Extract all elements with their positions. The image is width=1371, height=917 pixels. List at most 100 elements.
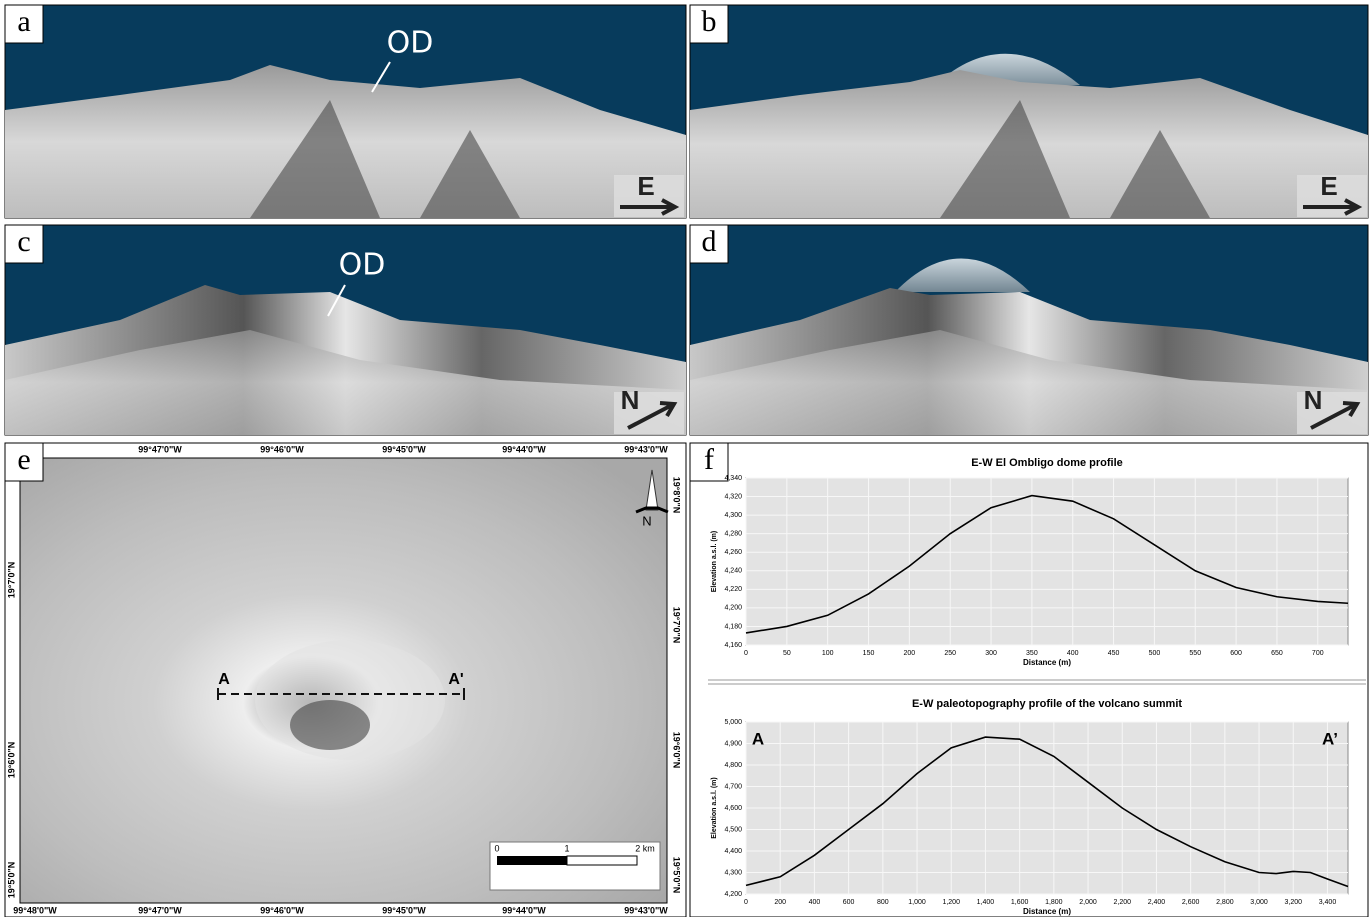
y-tick-label: 4,200 xyxy=(724,891,742,898)
y-tick-label: 4,800 xyxy=(724,762,742,769)
coord-label: 99°47'0"W xyxy=(138,905,182,915)
x-tick-label: 800 xyxy=(877,899,889,906)
scale-label: 2 km xyxy=(635,843,655,853)
panel-letter: d xyxy=(702,225,717,258)
coord-label: 99°43'0"W xyxy=(624,444,668,454)
y-tick-label: 4,300 xyxy=(724,512,742,519)
y-tick-label: 4,160 xyxy=(724,642,742,649)
x-tick-label: 0 xyxy=(744,650,748,657)
x-tick-label: 2,600 xyxy=(1182,899,1200,906)
y-tick-label: 4,600 xyxy=(724,805,742,812)
x-tick-label: 700 xyxy=(1312,650,1324,657)
x-tick-label: 600 xyxy=(843,899,855,906)
x-tick-label: 200 xyxy=(904,650,916,657)
coord-label: 19°6'0"N xyxy=(672,732,682,769)
panel-letter: f xyxy=(704,443,714,476)
y-tick-label: 4,200 xyxy=(724,605,742,612)
profile-label: A' xyxy=(448,671,463,688)
x-tick-label: 650 xyxy=(1271,650,1283,657)
x-axis-label: Distance (m) xyxy=(1023,907,1071,916)
y-tick-label: 5,000 xyxy=(724,719,742,726)
y-tick-label: 4,260 xyxy=(724,549,742,556)
x-tick-label: 100 xyxy=(822,650,834,657)
panel-b: b E xyxy=(690,5,1368,218)
annotation: A’ xyxy=(1322,729,1338,748)
panel-a: a OD E xyxy=(5,5,686,218)
x-tick-label: 600 xyxy=(1230,650,1242,657)
scale-label: 1 xyxy=(564,843,569,853)
y-tick-label: 4,180 xyxy=(724,623,742,630)
x-tick-label: 500 xyxy=(1149,650,1161,657)
od-label: OD xyxy=(387,26,434,61)
panel-d: d N xyxy=(690,225,1368,435)
x-tick-label: 150 xyxy=(863,650,875,657)
coord-label: 99°46'0"W xyxy=(260,444,304,454)
y-tick-label: 4,900 xyxy=(724,740,742,747)
plot-area xyxy=(746,478,1348,645)
chart-title: E-W El Ombligo dome profile xyxy=(971,457,1123,469)
x-tick-label: 0 xyxy=(744,899,748,906)
panel-letter: e xyxy=(17,443,30,476)
od-label: OD xyxy=(339,248,386,283)
x-tick-label: 400 xyxy=(809,899,821,906)
x-tick-label: 1,400 xyxy=(977,899,995,906)
coord-label: 99°43'0"W xyxy=(624,905,668,915)
x-tick-label: 450 xyxy=(1108,650,1120,657)
x-tick-label: 2,000 xyxy=(1079,899,1097,906)
x-tick-label: 1,200 xyxy=(942,899,960,906)
direction-label: E xyxy=(1320,171,1337,201)
coord-label: 19°6'0"N xyxy=(6,742,16,779)
figure: a OD E b E c OD N d N e A A' N 0 1 2 km xyxy=(0,0,1371,917)
profile-label: A xyxy=(218,671,230,688)
coord-label: 99°48'0"W xyxy=(13,905,57,915)
annotation: A xyxy=(752,729,764,748)
x-tick-label: 200 xyxy=(774,899,786,906)
coord-label: 19°8'0"N xyxy=(672,477,682,514)
x-tick-label: 1,600 xyxy=(1011,899,1029,906)
y-tick-label: 4,340 xyxy=(724,475,742,482)
coord-label: 19°7'0"N xyxy=(672,607,682,644)
coord-label: 99°47'0"W xyxy=(138,444,182,454)
coord-label: 19°7'0"N xyxy=(6,562,16,599)
coord-label: 19°5'0"N xyxy=(672,857,682,894)
x-tick-label: 550 xyxy=(1189,650,1201,657)
x-tick-label: 400 xyxy=(1067,650,1079,657)
y-tick-label: 4,300 xyxy=(724,869,742,876)
coord-label: 19°5'0"N xyxy=(6,862,16,899)
x-tick-label: 2,800 xyxy=(1216,899,1234,906)
direction-label: E xyxy=(637,171,654,201)
coord-label: 99°45'0"W xyxy=(382,905,426,915)
y-axis-label: Elevation a.s.l. (m) xyxy=(711,531,718,592)
panel-letter: b xyxy=(702,5,717,38)
y-tick-label: 4,400 xyxy=(724,848,742,855)
x-tick-label: 300 xyxy=(985,650,997,657)
y-tick-label: 4,320 xyxy=(724,493,742,500)
x-tick-label: 1,800 xyxy=(1045,899,1063,906)
x-tick-label: 3,400 xyxy=(1319,899,1337,906)
x-tick-label: 2,400 xyxy=(1148,899,1166,906)
x-tick-label: 3,000 xyxy=(1250,899,1268,906)
coord-label: 99°45'0"W xyxy=(382,444,426,454)
north-label: N xyxy=(642,513,651,528)
x-axis-label: Distance (m) xyxy=(1023,658,1071,667)
x-tick-label: 350 xyxy=(1026,650,1038,657)
x-tick-label: 2,200 xyxy=(1113,899,1131,906)
direction-label: N xyxy=(1304,385,1323,415)
panel-c: c OD N xyxy=(5,225,686,435)
y-axis-label: Elevation a.s.l. (m) xyxy=(711,777,718,838)
y-tick-label: 4,280 xyxy=(724,531,742,538)
x-tick-label: 1,000 xyxy=(908,899,926,906)
x-tick-label: 50 xyxy=(783,650,791,657)
coord-label: 99°44'0"W xyxy=(502,444,546,454)
y-tick-label: 4,220 xyxy=(724,586,742,593)
panel-letter: c xyxy=(17,225,30,258)
y-tick-label: 4,700 xyxy=(724,783,742,790)
x-tick-label: 250 xyxy=(944,650,956,657)
y-tick-label: 4,240 xyxy=(724,568,742,575)
panel-e: e A A' N 0 1 2 km xyxy=(5,443,686,917)
coord-label: 99°44'0"W xyxy=(502,905,546,915)
direction-label: N xyxy=(621,385,640,415)
x-tick-label: 3,200 xyxy=(1285,899,1303,906)
coord-label: 99°46'0"W xyxy=(260,905,304,915)
y-tick-label: 4,500 xyxy=(724,826,742,833)
